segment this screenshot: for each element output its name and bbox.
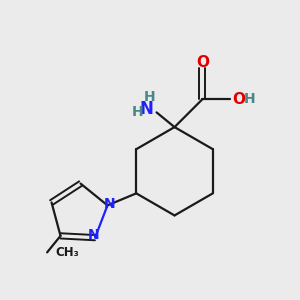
Text: N: N bbox=[140, 100, 154, 118]
Text: H: H bbox=[144, 90, 156, 104]
Text: N: N bbox=[88, 228, 99, 242]
Text: N: N bbox=[103, 197, 115, 211]
Text: H: H bbox=[243, 92, 255, 106]
Text: O: O bbox=[232, 92, 245, 107]
Text: O: O bbox=[196, 55, 209, 70]
Text: H: H bbox=[132, 105, 143, 119]
Text: CH₃: CH₃ bbox=[55, 246, 79, 259]
